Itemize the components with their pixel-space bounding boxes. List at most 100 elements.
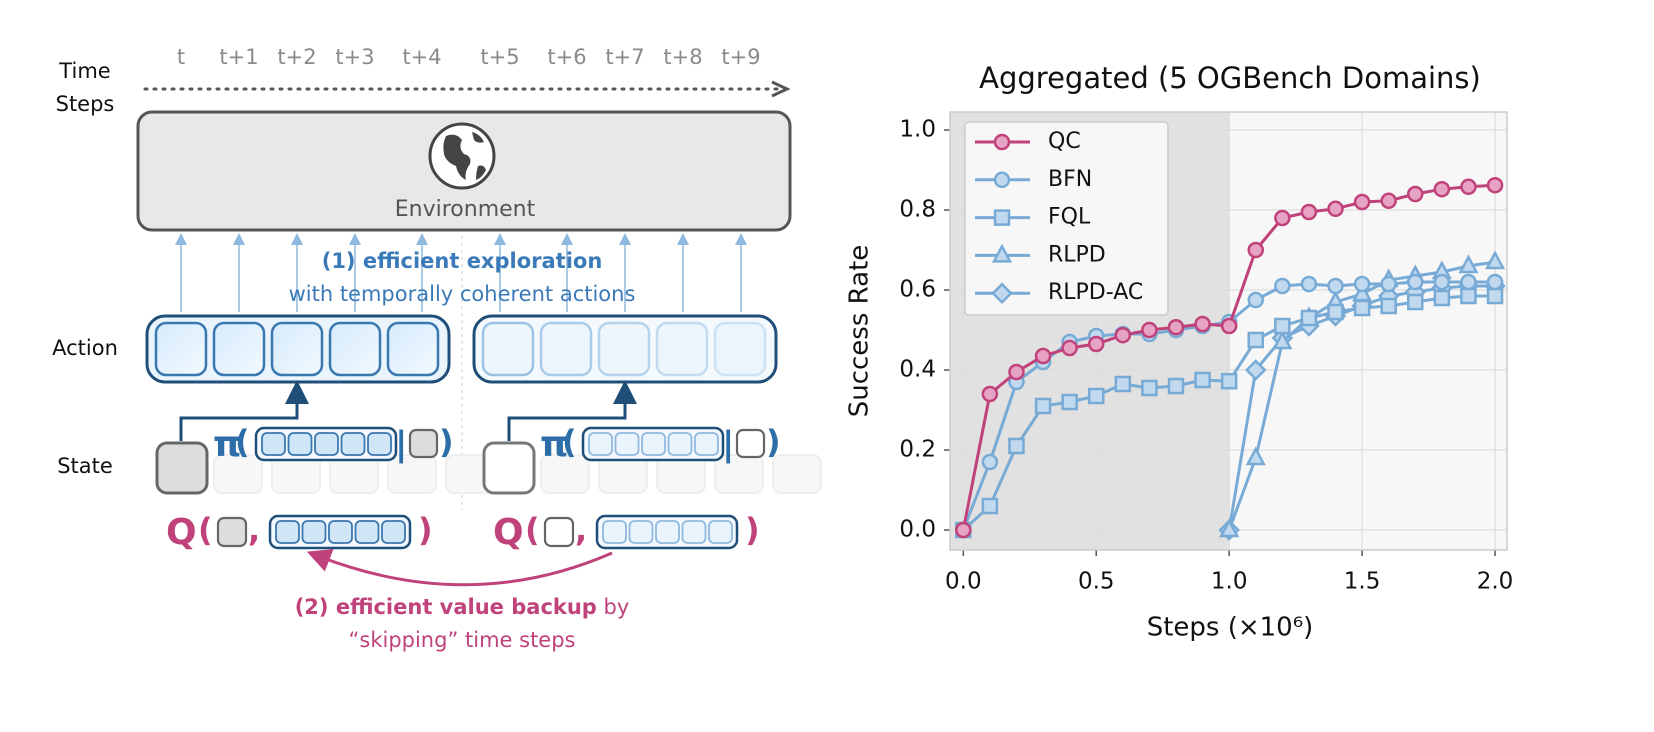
formula-text: ( — [562, 423, 577, 461]
formula-text: Q — [166, 512, 197, 553]
marker — [1353, 299, 1371, 317]
mini-cell — [655, 520, 680, 544]
mini-cell — [314, 432, 339, 456]
time-step: t+1 — [219, 45, 258, 69]
state-label: State — [57, 454, 113, 478]
marker — [1486, 287, 1504, 305]
backup-line: (2) efficient value backup by — [295, 595, 630, 619]
formula-text: ) — [766, 423, 781, 461]
time-steps: t t+1 t+2 t+3 t+4 t+5 t+6 t+7 t+8 t+9 — [175, 45, 761, 510]
y-tick-label: 0.4 — [899, 357, 936, 383]
action-cell — [655, 321, 709, 377]
action-cells — [154, 321, 822, 494]
marker — [1061, 393, 1078, 411]
backup-arrow — [306, 549, 613, 587]
action-cell — [386, 321, 440, 377]
marker — [1034, 347, 1052, 365]
marker — [981, 385, 999, 403]
state-box — [482, 441, 536, 495]
marker — [1167, 377, 1185, 395]
action-cell — [597, 321, 651, 377]
legend-marker — [993, 171, 1011, 189]
marker — [1087, 387, 1105, 405]
formula-text: | — [395, 425, 407, 465]
x-tick-label: 1.0 — [1211, 569, 1248, 595]
marker — [1247, 241, 1265, 259]
marker — [981, 497, 999, 515]
mini-cell — [694, 432, 719, 456]
mini-cell — [301, 520, 327, 544]
legend-marker — [991, 243, 1013, 263]
mini-state — [216, 516, 248, 548]
marker — [1486, 176, 1504, 194]
formula-text: ( — [525, 511, 540, 549]
marker — [1008, 437, 1025, 455]
marker — [1061, 339, 1078, 357]
action-cell — [154, 321, 208, 377]
plot-frame — [949, 111, 1508, 551]
action-cell — [539, 321, 593, 377]
mini-cell — [261, 432, 286, 456]
marker — [1194, 371, 1211, 389]
action-cell — [212, 321, 266, 377]
marker — [1433, 273, 1451, 291]
chart-title: Aggregated (5 OGBench Domains) — [979, 61, 1481, 95]
marker — [1300, 309, 1318, 327]
marker — [1274, 209, 1291, 227]
formula-text: ) — [418, 511, 433, 549]
marker — [955, 521, 972, 539]
time-step: t+4 — [402, 45, 441, 69]
action-label: Action — [52, 336, 118, 360]
environment-label: Environment — [395, 197, 536, 222]
formula-text: ) — [745, 511, 760, 549]
mini-cell — [367, 432, 392, 456]
formula-text: ) — [439, 423, 454, 461]
marker — [1247, 331, 1265, 349]
marker — [1247, 291, 1265, 309]
marker — [1407, 185, 1424, 203]
marker — [1274, 317, 1291, 335]
backup-text: “skipping” time steps — [349, 628, 576, 652]
mini-cell — [667, 432, 693, 456]
marker — [1380, 192, 1397, 210]
policy-arrow — [507, 380, 637, 441]
mini-cell — [275, 520, 300, 544]
future-state — [772, 454, 822, 494]
time-step: t+8 — [663, 45, 702, 69]
marker — [1460, 178, 1477, 196]
marker — [1353, 275, 1371, 293]
time-label: Time — [58, 59, 110, 83]
marker — [1219, 518, 1240, 538]
legend-marker — [993, 133, 1011, 151]
marker — [981, 453, 999, 471]
time-step: t+5 — [480, 45, 519, 69]
x-tick-label: 2.0 — [1477, 569, 1514, 595]
y-tick-label: 0.0 — [899, 517, 936, 543]
mini-cell — [641, 432, 666, 456]
policy-arrow — [179, 380, 309, 441]
backup-title: (2) efficient value backup — [295, 595, 597, 619]
mini-cell — [708, 520, 733, 544]
marker — [1433, 289, 1451, 307]
formula-text: , — [248, 511, 260, 549]
marker — [1220, 372, 1238, 390]
marker — [1460, 287, 1477, 305]
marker — [1244, 359, 1267, 381]
mini-cell — [602, 520, 627, 544]
future-state — [540, 454, 590, 494]
formula-text: ( — [198, 511, 213, 549]
mini-cell — [287, 432, 313, 456]
legend-label: FQL — [1048, 205, 1091, 230]
marker — [1327, 303, 1344, 321]
backup-by: by — [597, 595, 629, 619]
action-cell — [481, 321, 535, 377]
mini-cell — [328, 520, 353, 544]
time-arrow-head — [771, 80, 791, 98]
time-step: t+6 — [547, 45, 586, 69]
x-tick-label: 0.5 — [1078, 569, 1115, 595]
marker — [1194, 315, 1211, 333]
exploration-text: with temporally coherent actions — [289, 282, 636, 306]
mini-state — [543, 516, 575, 548]
mini-state — [408, 428, 439, 459]
marker — [1300, 275, 1318, 293]
